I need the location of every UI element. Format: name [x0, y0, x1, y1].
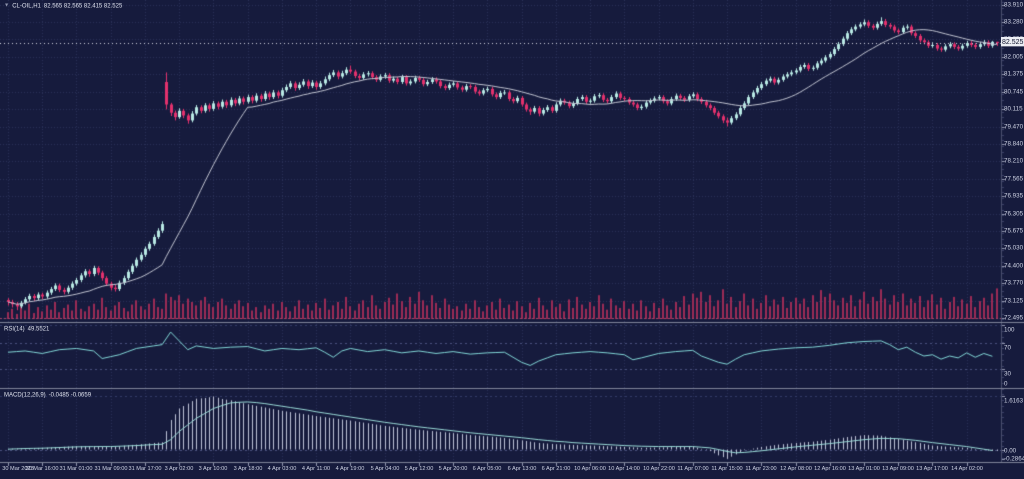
rsi-tick-label: 70 — [1004, 344, 1011, 352]
time-tick-label: 3 Apr 18:00 — [233, 465, 263, 472]
symbol-marker-icon: ▼ — [4, 2, 10, 8]
time-tick-label: 31 Mar 09:00 — [94, 465, 128, 472]
rsi-indicator-label: RSI(14) 49.5521 — [4, 325, 49, 332]
price-tick-label: 72.495 — [1004, 314, 1024, 322]
time-tick-label: 4 Apr 03:00 — [267, 465, 297, 472]
time-tick-label: 4 Apr 11:00 — [301, 465, 331, 472]
time-tick-label: 30 Mar 16:00 — [25, 465, 59, 472]
time-tick-label: 11 Apr 23:00 — [745, 465, 777, 472]
time-tick-label: 12 Apr 08:00 — [780, 465, 812, 472]
symbol-timeframe-label: CL-OIL,H1 — [12, 2, 41, 9]
price-tick-label: 83.910 — [1004, 1, 1024, 9]
time-tick-label: 30 Mar 2023 — [2, 465, 34, 472]
time-tick-label: 6 Apr 05:00 — [472, 465, 502, 472]
price-tick-label: 80.115 — [1004, 105, 1023, 113]
time-tick-label: 3 Apr 10:00 — [198, 465, 228, 472]
macd-tick-label: 0.00 — [1004, 447, 1017, 455]
price-tick-label: 80.745 — [1004, 88, 1024, 96]
price-tick-label: 77.565 — [1004, 175, 1024, 183]
time-tick-label: 10 Apr 22:00 — [643, 465, 675, 472]
time-tick-label: 13 Apr 09:00 — [882, 465, 914, 472]
price-tick-label: 82.005 — [1004, 53, 1024, 61]
rsi-value: 49.5521 — [27, 325, 50, 332]
time-tick-label: 31 Mar 01:00 — [59, 465, 93, 472]
time-tick-label: 3 Apr 02:00 — [164, 465, 194, 472]
price-tick-label: 83.280 — [1004, 18, 1024, 26]
macd-value: -0.0485 -0.0659 — [48, 391, 92, 398]
price-tick-label: 76.305 — [1004, 210, 1024, 218]
rsi-name: RSI(14) — [4, 325, 25, 332]
chart-title-bar: ▼ CL-OIL,H1 82.565 82.565 82.415 82.525 — [4, 2, 122, 9]
time-tick-label: 5 Apr 20:00 — [438, 465, 468, 472]
time-tick-label: 11 Apr 07:00 — [677, 465, 709, 472]
rsi-tick-label: 0 — [1004, 380, 1008, 388]
time-tick-label: 6 Apr 21:00 — [541, 465, 571, 472]
time-tick-label: 12 Apr 16:00 — [814, 465, 846, 472]
time-tick-label: 6 Apr 13:00 — [507, 465, 537, 472]
rsi-tick-label: 100 — [1004, 326, 1015, 334]
macd-indicator-label: MACD(12,26,9) -0.0485 -0.0659 — [4, 391, 91, 398]
time-tick-label: 5 Apr 04:00 — [370, 465, 400, 472]
price-tick-label: 73.125 — [1004, 297, 1024, 305]
time-tick-label: 11 Apr 15:00 — [711, 465, 743, 472]
price-tick-label: 76.935 — [1004, 192, 1024, 200]
price-tick-label: 75.030 — [1004, 244, 1024, 252]
time-tick-label: 10 Apr 06:00 — [574, 465, 606, 472]
time-tick-label: 13 Apr 17:00 — [916, 465, 948, 472]
price-tick-label: 81.375 — [1004, 70, 1024, 78]
macd-tick-label: -0.2864 — [1004, 455, 1024, 463]
time-tick-label: 14 Apr 02:00 — [951, 465, 983, 472]
current-price-tag: 82.525 — [1001, 37, 1024, 47]
time-tick-label: 5 Apr 12:00 — [404, 465, 434, 472]
price-tick-label: 78.210 — [1004, 157, 1024, 165]
time-tick-label: 4 Apr 19:00 — [335, 465, 365, 472]
price-tick-label: 74.400 — [1004, 262, 1024, 270]
price-tick-label: 79.470 — [1004, 123, 1024, 131]
time-tick-label: 31 Mar 17:00 — [128, 465, 162, 472]
macd-tick-label: 1.6163 — [1004, 397, 1024, 405]
title-ohlc-values: 82.565 82.565 82.415 82.525 — [43, 2, 123, 9]
price-tick-label: 78.840 — [1004, 140, 1024, 148]
time-tick-label: 13 Apr 01:00 — [848, 465, 880, 472]
rsi-tick-label: 30 — [1004, 370, 1011, 378]
price-tick-label: 73.770 — [1004, 279, 1024, 287]
time-tick-label: 10 Apr 14:00 — [608, 465, 640, 472]
price-tick-label: 75.675 — [1004, 227, 1024, 235]
macd-name: MACD(12,26,9) — [4, 391, 46, 398]
